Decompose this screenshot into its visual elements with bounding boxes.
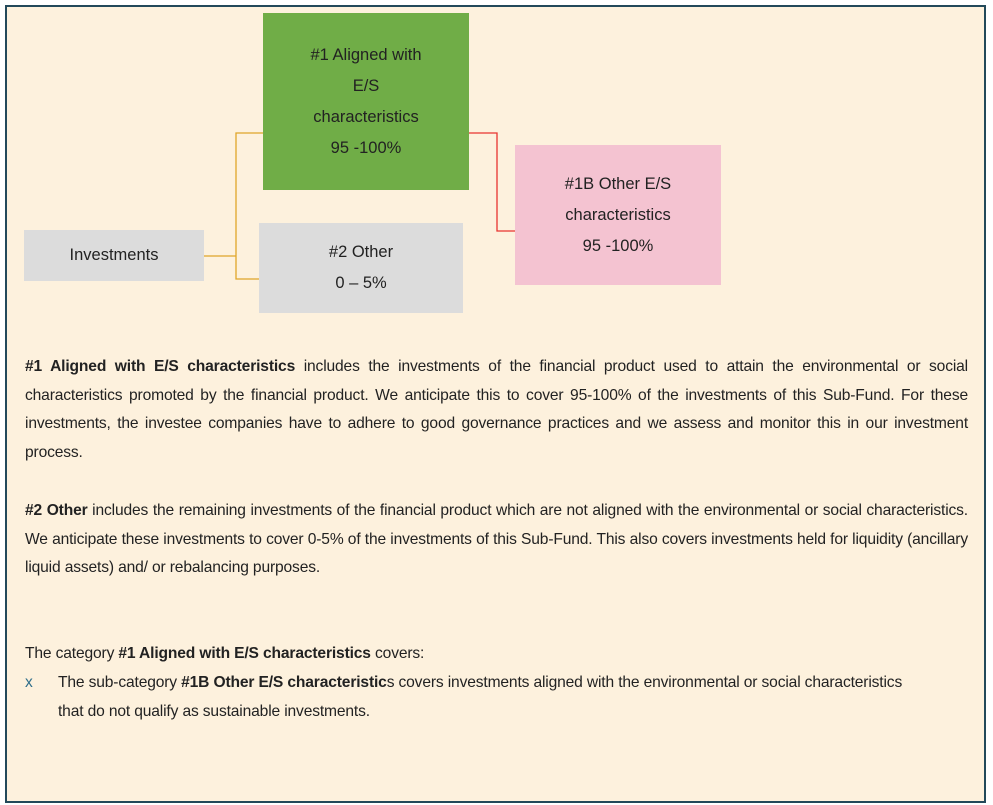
bold-text: #1 Aligned with E/S characteristics	[118, 645, 371, 662]
node-label: Investments	[69, 246, 159, 264]
bullet-text: The sub-category #1B Other E/S character…	[58, 669, 925, 726]
text: The sub-category	[58, 674, 182, 691]
node-label: #2 Other	[328, 243, 394, 261]
node-label: 95 -100%	[582, 236, 654, 255]
text: The category	[25, 645, 119, 662]
node-aligned: #1 Aligned with E/S characteristics 95 -100…	[263, 13, 469, 190]
frame	[5, 5, 986, 803]
paragraph: #2 Other includes the remaining investme…	[25, 497, 968, 583]
text: s covers investments aligned with the en…	[58, 674, 903, 720]
bold-text: #1B Other E/S characteristic	[181, 674, 387, 691]
node-label: 0 – 5%	[335, 274, 387, 292]
node-label: #1B Other E/S	[564, 174, 672, 193]
connector	[235, 132, 263, 280]
node-investments: Investments	[24, 230, 204, 281]
node-label: 95 -100%	[330, 138, 402, 157]
text: covers:	[370, 645, 425, 662]
bullet-marker: x	[25, 674, 33, 691]
bold-text: #1 Aligned with E/S characteristics	[25, 358, 296, 375]
node-label: E/S	[352, 76, 380, 95]
paragraph: The category #1 Aligned with E/S charact…	[25, 640, 968, 669]
node-label: #1 Aligned with	[310, 45, 422, 64]
bullet-item: x The sub-category #1B Other E/S characte…	[25, 669, 925, 726]
bold-text: #2 Other	[25, 502, 88, 519]
connector	[469, 132, 515, 232]
node-other-es: #1B Other E/S characteristics 95 -100%	[515, 145, 721, 285]
node-label: characteristics	[313, 107, 419, 126]
node-label: characteristics	[565, 205, 671, 224]
text: includes the investments of the financia…	[25, 358, 968, 462]
node-other: #2 Other 0 – 5%	[259, 223, 463, 313]
text: includes the remaining investments of th…	[25, 502, 968, 577]
paragraph: #1 Aligned with E/S characteristics incl…	[25, 353, 968, 468]
